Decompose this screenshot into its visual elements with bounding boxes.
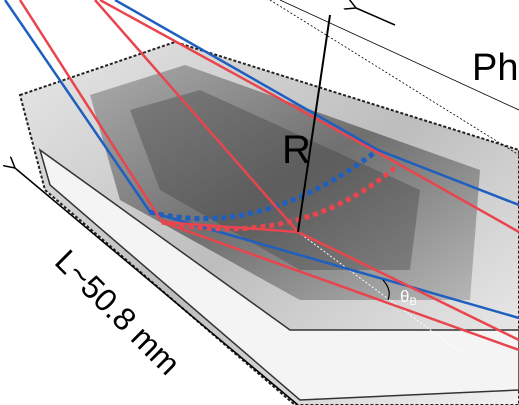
radius-label: R bbox=[282, 128, 311, 172]
photon-arrow bbox=[356, 8, 395, 25]
photon-label: Ph bbox=[472, 47, 518, 89]
diagram: R Ph θB L~50.8 mm bbox=[0, 0, 519, 405]
theta-subscript: B bbox=[409, 296, 416, 308]
theta-symbol: θ bbox=[400, 287, 409, 306]
